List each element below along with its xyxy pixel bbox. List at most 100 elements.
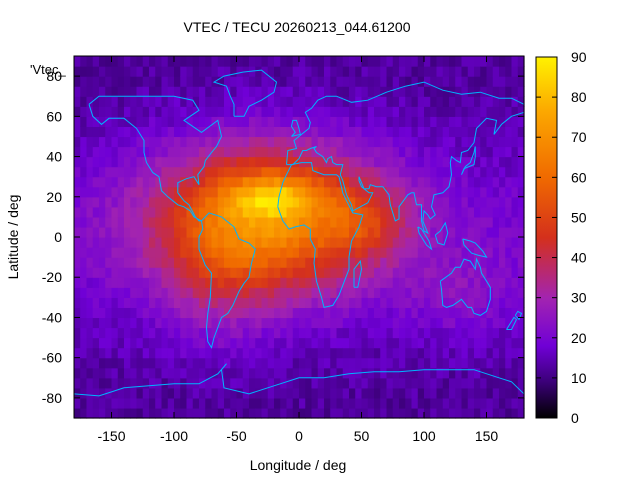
heatmap-cell bbox=[130, 106, 138, 117]
heatmap-cell bbox=[317, 407, 325, 419]
heatmap-cell bbox=[455, 166, 463, 178]
heatmap-cell bbox=[517, 267, 525, 278]
heatmap-cell bbox=[117, 317, 125, 329]
heatmap-cell bbox=[336, 166, 344, 178]
heatmap-cell bbox=[474, 277, 481, 288]
heatmap-cell bbox=[299, 76, 306, 87]
heatmap-cell bbox=[361, 237, 369, 248]
heatmap-cell bbox=[330, 116, 338, 127]
heatmap-cell bbox=[499, 156, 506, 168]
heatmap-cell bbox=[217, 267, 225, 278]
heatmap-cell bbox=[499, 146, 506, 158]
heatmap-cell bbox=[261, 377, 269, 389]
heatmap-cell bbox=[449, 367, 456, 379]
heatmap-cell bbox=[292, 146, 300, 158]
heatmap-cell bbox=[474, 96, 481, 107]
heatmap-cell bbox=[430, 367, 438, 379]
heatmap-cell bbox=[517, 297, 525, 308]
heatmap-cell bbox=[142, 76, 150, 87]
heatmap-cell bbox=[142, 387, 150, 399]
heatmap-cell bbox=[117, 237, 125, 248]
heatmap-cell bbox=[399, 186, 406, 198]
heatmap-cell bbox=[380, 407, 388, 419]
heatmap-cell bbox=[230, 96, 238, 107]
heatmap-cell bbox=[330, 66, 338, 77]
heatmap-cell bbox=[405, 66, 413, 77]
heatmap-cell bbox=[167, 297, 175, 308]
heatmap-cell bbox=[274, 66, 281, 77]
heatmap-cell bbox=[205, 226, 213, 238]
heatmap-cell bbox=[392, 66, 400, 77]
heatmap-cell bbox=[499, 166, 506, 178]
heatmap-cell bbox=[105, 186, 113, 198]
heatmap-cell bbox=[405, 297, 413, 308]
heatmap-cell bbox=[330, 106, 338, 117]
heatmap-cell bbox=[261, 267, 269, 278]
heatmap-cell bbox=[274, 176, 281, 188]
heatmap-cell bbox=[480, 327, 488, 339]
heatmap-cell bbox=[174, 297, 181, 308]
heatmap-cell bbox=[92, 56, 100, 67]
heatmap-cell bbox=[205, 247, 213, 258]
heatmap-cell bbox=[242, 357, 250, 369]
colorbar-tick-label: 80 bbox=[571, 89, 587, 105]
heatmap-cell bbox=[442, 377, 450, 389]
heatmap-cell bbox=[505, 186, 513, 198]
heatmap-cell bbox=[99, 287, 106, 298]
heatmap-cell bbox=[417, 247, 425, 258]
heatmap-cell bbox=[80, 297, 88, 308]
heatmap-cell bbox=[117, 86, 125, 97]
heatmap-cell bbox=[267, 367, 275, 379]
heatmap-cell bbox=[242, 307, 250, 319]
heatmap-cell bbox=[136, 347, 144, 359]
heatmap-cell bbox=[236, 86, 244, 97]
heatmap-cell bbox=[336, 347, 344, 359]
x-tick-label: 100 bbox=[412, 428, 436, 444]
heatmap-cell bbox=[455, 357, 463, 369]
heatmap-cell bbox=[399, 56, 406, 67]
heatmap-cell bbox=[230, 116, 238, 127]
heatmap-cell bbox=[167, 106, 175, 117]
heatmap-cell bbox=[361, 297, 369, 308]
heatmap-cell bbox=[186, 337, 194, 349]
heatmap-cell bbox=[86, 367, 94, 379]
heatmap-cell bbox=[249, 297, 256, 308]
heatmap-cell bbox=[374, 277, 381, 288]
heatmap-cell bbox=[167, 277, 175, 288]
heatmap-cell bbox=[167, 327, 175, 339]
heatmap-cell bbox=[186, 156, 194, 168]
heatmap-cell bbox=[161, 216, 169, 228]
heatmap-cell bbox=[255, 337, 263, 349]
heatmap-cell bbox=[111, 347, 119, 359]
heatmap-cell bbox=[361, 257, 369, 268]
heatmap-cell bbox=[242, 196, 250, 208]
heatmap-cell bbox=[199, 307, 206, 319]
heatmap-cell bbox=[330, 327, 338, 339]
heatmap-cell bbox=[111, 166, 119, 178]
heatmap-cell bbox=[430, 136, 438, 148]
heatmap-cell bbox=[417, 186, 425, 198]
heatmap-cell bbox=[374, 347, 381, 359]
heatmap-cell bbox=[367, 267, 375, 278]
heatmap-cell bbox=[492, 206, 500, 218]
heatmap-cell bbox=[274, 156, 281, 168]
heatmap-cell bbox=[517, 327, 525, 339]
heatmap-cell bbox=[392, 407, 400, 419]
heatmap-cell bbox=[211, 116, 219, 127]
heatmap-cell bbox=[367, 226, 375, 238]
heatmap-cell bbox=[199, 66, 206, 77]
heatmap-cell bbox=[255, 397, 263, 409]
heatmap-cell bbox=[80, 86, 88, 97]
heatmap-cell bbox=[336, 56, 344, 67]
heatmap-cell bbox=[467, 216, 475, 228]
heatmap-cell bbox=[149, 407, 156, 419]
heatmap-cell bbox=[224, 237, 231, 248]
heatmap-cell bbox=[80, 287, 88, 298]
heatmap-cell bbox=[155, 136, 163, 148]
heatmap-cell bbox=[330, 216, 338, 228]
heatmap-cell bbox=[386, 66, 394, 77]
heatmap-cell bbox=[224, 156, 231, 168]
heatmap-cell bbox=[330, 347, 338, 359]
heatmap-cell bbox=[324, 257, 331, 268]
heatmap-cell bbox=[405, 136, 413, 148]
